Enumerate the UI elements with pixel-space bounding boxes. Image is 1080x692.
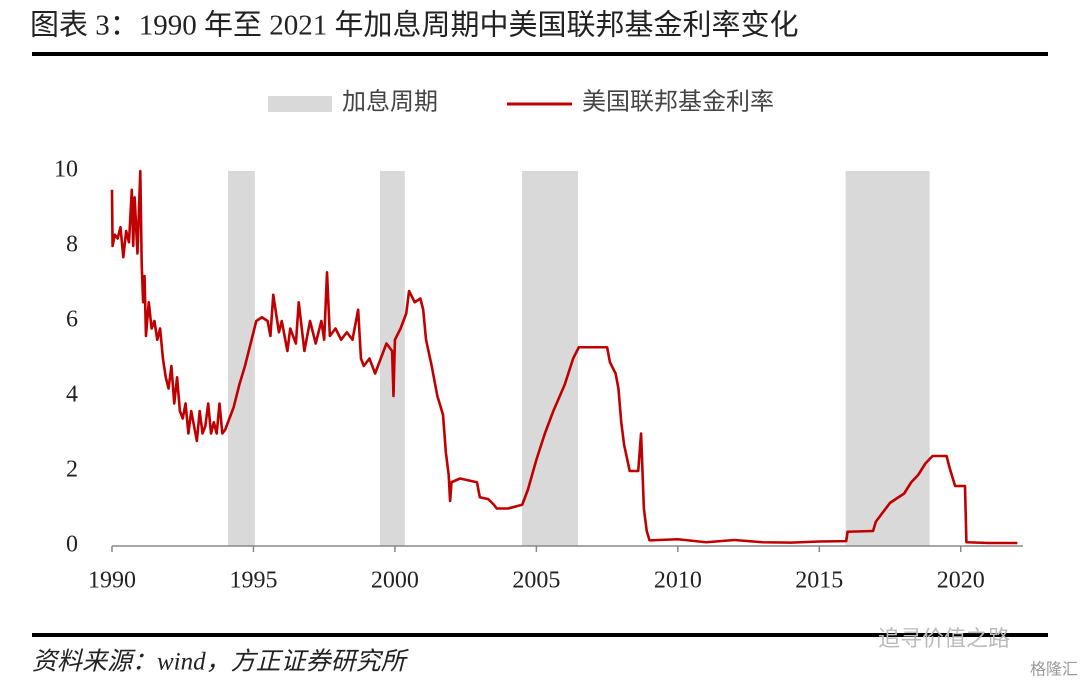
rate-line [110,169,1018,545]
y-tick-label: 10 [54,157,78,183]
legend-label: 加息周期 [342,89,438,116]
x-tick-label: 1995 [229,568,277,594]
legend-label: 美国联邦基金利率 [582,89,774,116]
raise-period [227,171,255,546]
source: 资料来源：wind，方正证券研究所 [32,648,410,676]
x-tick-label: 2005 [512,568,560,594]
x-tick-label: 1990 [88,568,136,594]
x-tick-label: 2010 [654,568,702,594]
chart-title: 图表 3：1990 年至 2021 年加息周期中美国联邦基金利率变化 [30,9,799,42]
y-tick-label: 8 [66,232,78,258]
watermark-logo: 格隆汇 [1030,660,1078,679]
source-rule [32,633,1048,637]
raise-period [845,171,930,546]
y-tick-label: 0 [66,532,78,558]
title-rule [32,52,1048,56]
y-tick-label: 4 [66,382,78,408]
legend-band-swatch [268,96,332,112]
y-tick-label: 2 [66,457,78,483]
x-tick-label: 2020 [937,568,985,594]
y-tick-label: 6 [66,307,78,333]
watermark: 追寻价值之路 [878,627,1010,652]
x-tick-label: 2000 [371,568,419,594]
raise-period [521,171,578,546]
x-tick-label: 2015 [795,568,843,594]
